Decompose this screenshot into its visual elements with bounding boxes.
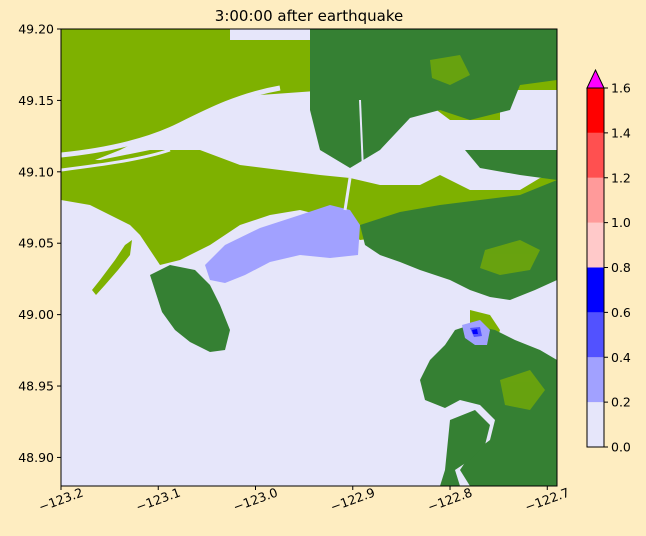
map-plot [61, 29, 557, 486]
y-tick-label: 48.95 [18, 379, 54, 394]
colorbar-level [587, 402, 604, 447]
colorbar-tick-label: 0.0 [611, 440, 631, 455]
y-tick-label: 48.90 [18, 450, 54, 465]
colorbar-level [587, 88, 604, 133]
plot-frame [60, 28, 558, 487]
colorbar-level [587, 312, 604, 358]
river-channels [61, 85, 441, 211]
y-tick-label: 49.05 [18, 236, 54, 251]
y-tick-label: 49.15 [18, 93, 54, 108]
colorbar-tick-label: 0.2 [611, 395, 631, 410]
y-tick-label: 49.20 [18, 22, 54, 37]
inundation-area [205, 205, 490, 345]
x-axis: −123.2 −123.1 −123.0 −122.9 −122.8 −122.7 [37, 485, 572, 515]
colorbar-level [587, 222, 604, 268]
colorbar-tick-label: 1.2 [611, 170, 631, 185]
colorbar-level [587, 357, 604, 403]
chart-title: 3:00:00 after earthquake [215, 7, 403, 25]
colorbar-tick-label: 0.8 [611, 260, 631, 275]
colorbar-tick-label: 0.4 [611, 350, 631, 365]
colorbar-level [587, 267, 604, 313]
y-tick-label: 49.00 [18, 307, 54, 322]
colorbar-level [587, 177, 604, 223]
y-tick-label: 49.10 [18, 164, 54, 179]
colorbar-tick-label: 0.6 [611, 305, 631, 320]
colorbar-level [587, 132, 604, 178]
colorbar-extend-arrow [586, 68, 605, 89]
colorbar-tick-label: 1.0 [611, 215, 631, 230]
colorbar-tick-label: 1.6 [611, 81, 631, 96]
vegetation-patches [430, 55, 545, 410]
y-axis: 48.90 48.95 49.00 49.05 49.10 49.15 49.20 [18, 22, 61, 465]
colorbar-tick-label: 1.4 [611, 125, 631, 140]
colorbar: 0.0 0.2 0.4 0.6 0.8 1.0 1.2 1.4 1.6 [586, 68, 631, 455]
